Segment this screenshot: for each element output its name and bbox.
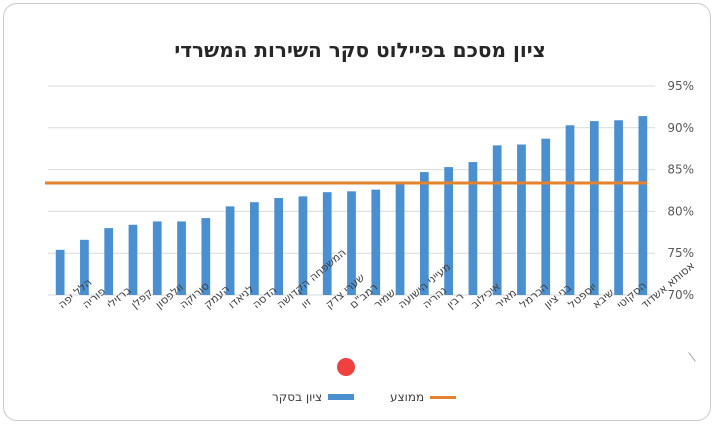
bar bbox=[419, 172, 429, 295]
y-tick-label: 70% bbox=[667, 288, 694, 302]
legend-label-score: ציון בסקר bbox=[272, 390, 323, 404]
bar bbox=[371, 189, 381, 295]
bar bbox=[614, 120, 623, 295]
bar bbox=[322, 192, 332, 295]
bar bbox=[104, 228, 114, 295]
y-tick-label: 80% bbox=[667, 204, 694, 218]
x-tick-label: זיו bbox=[299, 295, 315, 311]
legend-swatch-bar bbox=[328, 394, 355, 400]
bar bbox=[541, 138, 551, 295]
legend-swatch-line bbox=[430, 395, 457, 399]
bar bbox=[201, 218, 211, 295]
y-tick-label: 90% bbox=[667, 121, 694, 135]
x-tick-label: אסותא אשדוד bbox=[638, 259, 697, 311]
bar bbox=[152, 221, 162, 295]
bar bbox=[55, 249, 65, 295]
y-ticks: 95% 90% 85% 80% 75% 70% bbox=[667, 79, 694, 302]
bar bbox=[492, 145, 502, 295]
y-tick-label: 85% bbox=[667, 163, 694, 177]
bar bbox=[274, 198, 284, 295]
red-dot-marker bbox=[337, 358, 355, 376]
y-tick-label: 75% bbox=[667, 246, 694, 260]
bar bbox=[225, 206, 235, 295]
bar bbox=[347, 191, 356, 295]
legend-item-average: ממוצע bbox=[390, 390, 457, 404]
bar bbox=[177, 221, 186, 295]
bar bbox=[589, 121, 599, 295]
bar bbox=[80, 239, 89, 295]
bar bbox=[517, 144, 526, 295]
bar bbox=[565, 125, 575, 296]
chart-title: ציון מסכם בפיילוט סקר השירות המשרדי bbox=[174, 38, 546, 62]
legend: ציון בסקר ממוצע bbox=[0, 390, 720, 410]
bar bbox=[468, 162, 478, 295]
bar bbox=[638, 116, 648, 295]
legend-item-score: ציון בסקר bbox=[272, 390, 355, 404]
bar bbox=[128, 224, 138, 295]
bar bbox=[250, 202, 259, 295]
bar bbox=[395, 183, 405, 295]
bar bbox=[298, 196, 308, 295]
bar bbox=[444, 167, 453, 295]
bars bbox=[55, 116, 648, 296]
legend-label-average: ממוצע bbox=[390, 390, 425, 404]
y-tick-label: 95% bbox=[667, 79, 694, 93]
